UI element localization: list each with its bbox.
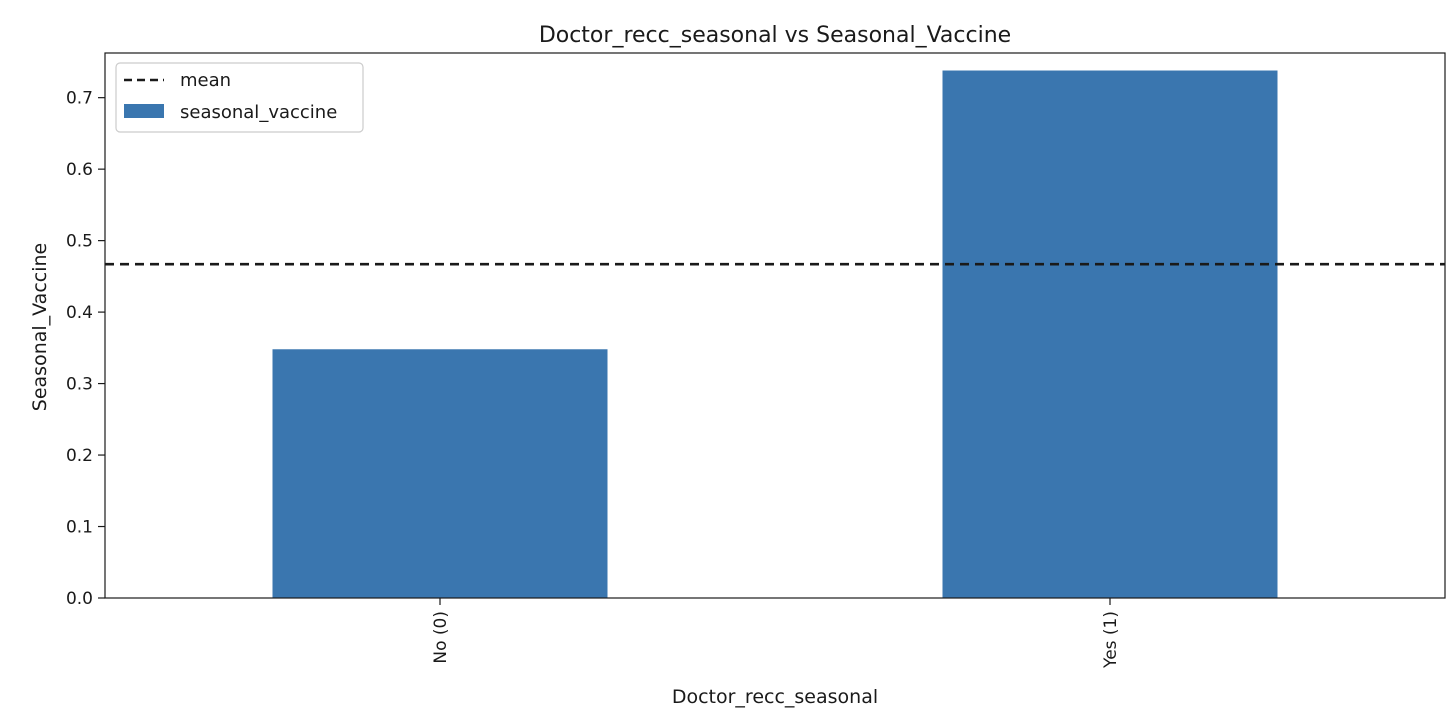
bars — [272, 70, 1278, 598]
legend-box — [115, 62, 364, 133]
legend-series-label: seasonal_vaccine — [180, 102, 337, 123]
chart-title: Doctor_recc_seasonal vs Seasonal_Vaccine — [539, 23, 1011, 48]
x-axis-label: Doctor_recc_seasonal — [672, 686, 878, 708]
y-axis-ticks: 0.0 0.1 0.2 0.3 0.4 0.5 0.6 0.7 — [66, 89, 105, 609]
y-tick-label: 0.2 — [66, 446, 93, 466]
bar-yes — [942, 70, 1278, 598]
x-tick-label: No (0) — [431, 611, 451, 664]
y-axis-label: Seasonal_Vaccine — [29, 243, 51, 411]
legend-mean-label: mean — [180, 70, 231, 91]
y-tick-label: 0.1 — [66, 518, 93, 538]
legend: mean seasonal_vaccine — [115, 62, 364, 133]
bar-no — [272, 349, 608, 598]
y-tick-label: 0.0 — [66, 589, 93, 609]
y-tick-label: 0.3 — [66, 375, 93, 395]
y-tick-label: 0.7 — [66, 89, 93, 109]
y-tick-label: 0.4 — [66, 303, 93, 323]
plot-frame — [104, 52, 1446, 599]
y-tick-label: 0.6 — [66, 160, 93, 180]
y-tick-label: 0.5 — [66, 232, 93, 252]
x-axis-ticks: No (0) Yes (1) — [431, 598, 1121, 669]
x-tick-label: Yes (1) — [1101, 611, 1121, 669]
legend-series-swatch — [124, 104, 164, 118]
